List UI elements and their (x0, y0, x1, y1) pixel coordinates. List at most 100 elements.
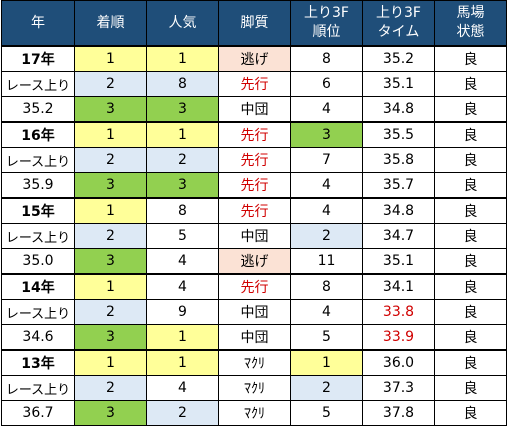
time-cell: 37.8 (362, 400, 435, 426)
finish-cell: 2 (74, 71, 147, 97)
style-cell: 先行 (218, 147, 291, 173)
header-running-style: 脚質 (218, 0, 291, 47)
rank-cell: 4 (290, 172, 363, 199)
table-row: 36.7 3 2 ﾏｸﾘ 5 37.8 良 (1, 400, 507, 426)
finish-cell: 1 (74, 349, 147, 376)
time-cell: 33.9 (362, 324, 435, 351)
rank-cell: 8 (290, 273, 363, 300)
table-row: レース上り 2 9 中団 4 33.8 良 (1, 299, 507, 325)
race-time-label: レース上り (1, 299, 75, 325)
popularity-cell: 4 (146, 273, 219, 300)
table-row: 16年 1 1 先行 3 35.5 良 (1, 121, 507, 148)
popularity-cell: 5 (146, 223, 219, 249)
track-cell: 良 (434, 273, 507, 300)
popularity-cell: 2 (146, 400, 219, 426)
finish-cell: 3 (74, 172, 147, 199)
year-cell: 17年 (1, 45, 75, 72)
track-cell: 良 (434, 248, 507, 275)
finish-cell: 1 (74, 197, 147, 224)
table-row: 35.0 3 4 逃げ 11 35.1 良 (1, 248, 507, 275)
track-cell: 良 (434, 223, 507, 249)
time-cell: 33.8 (362, 299, 435, 325)
style-cell: ﾏｸﾘ (218, 400, 291, 426)
style-cell: 中団 (218, 96, 291, 123)
race-time-label: レース上り (1, 223, 75, 249)
header-last3f-time: 上り3F タイム (362, 0, 435, 47)
track-cell: 良 (434, 45, 507, 72)
rank-cell: 4 (290, 299, 363, 325)
table-row: 35.2 3 3 中団 4 34.8 良 (1, 96, 507, 123)
table-row: 15年 1 8 先行 4 34.8 良 (1, 197, 507, 224)
rank-cell: 7 (290, 147, 363, 173)
finish-cell: 3 (74, 324, 147, 351)
rank-cell: 5 (290, 400, 363, 426)
finish-cell: 1 (74, 45, 147, 72)
style-cell: 中団 (218, 223, 291, 249)
time-cell: 34.1 (362, 273, 435, 300)
header-row: 年 着順 人気 脚質 上り3F 順位 上り3F タイム 馬場 状態 (1, 0, 507, 47)
popularity-cell: 1 (146, 349, 219, 376)
track-cell: 良 (434, 147, 507, 173)
race-time-value: 36.7 (1, 400, 75, 426)
popularity-cell: 1 (146, 45, 219, 72)
popularity-cell: 4 (146, 375, 219, 401)
year-cell: 13年 (1, 349, 75, 376)
style-cell: ﾏｸﾘ (218, 375, 291, 401)
time-cell: 35.7 (362, 172, 435, 199)
rank-cell: 1 (290, 349, 363, 376)
rank-cell: 11 (290, 248, 363, 275)
track-cell: 良 (434, 400, 507, 426)
track-cell: 良 (434, 96, 507, 123)
table-row: 13年 1 1 ﾏｸﾘ 1 36.0 良 (1, 349, 507, 376)
style-cell: ﾏｸﾘ (218, 349, 291, 376)
track-cell: 良 (434, 299, 507, 325)
track-cell: 良 (434, 375, 507, 401)
table-row: 17年 1 1 逃げ 8 35.2 良 (1, 45, 507, 72)
race-time-value: 35.9 (1, 172, 75, 199)
finish-cell: 1 (74, 273, 147, 300)
style-cell: 中団 (218, 324, 291, 351)
popularity-cell: 1 (146, 121, 219, 148)
year-cell: 15年 (1, 197, 75, 224)
style-cell: 先行 (218, 273, 291, 300)
table-row: 35.9 3 3 先行 4 35.7 良 (1, 172, 507, 199)
style-cell: 逃げ (218, 248, 291, 275)
popularity-cell: 3 (146, 172, 219, 199)
finish-cell: 2 (74, 375, 147, 401)
popularity-cell: 4 (146, 248, 219, 275)
header-popularity: 人気 (146, 0, 219, 47)
rank-cell: 6 (290, 71, 363, 97)
table-row: レース上り 2 4 ﾏｸﾘ 2 37.3 良 (1, 375, 507, 401)
rank-cell: 4 (290, 96, 363, 123)
header-last3f-rank: 上り3F 順位 (290, 0, 363, 47)
track-cell: 良 (434, 71, 507, 97)
time-cell: 34.7 (362, 223, 435, 249)
rank-cell: 4 (290, 197, 363, 224)
track-cell: 良 (434, 324, 507, 351)
popularity-cell: 2 (146, 147, 219, 173)
rank-cell: 8 (290, 45, 363, 72)
time-cell: 34.8 (362, 197, 435, 224)
style-cell: 先行 (218, 121, 291, 148)
finish-cell: 1 (74, 121, 147, 148)
header-track-condition: 馬場 状態 (434, 0, 507, 47)
race-time-label: レース上り (1, 375, 75, 401)
style-cell: 先行 (218, 71, 291, 97)
table-row: 34.6 3 1 中団 5 33.9 良 (1, 324, 507, 351)
race-time-label: レース上り (1, 71, 75, 97)
rank-cell: 2 (290, 375, 363, 401)
table-row: 14年 1 4 先行 8 34.1 良 (1, 273, 507, 300)
time-cell: 35.2 (362, 45, 435, 72)
year-cell: 16年 (1, 121, 75, 148)
finish-cell: 3 (74, 248, 147, 275)
popularity-cell: 9 (146, 299, 219, 325)
time-cell: 34.8 (362, 96, 435, 123)
finish-cell: 2 (74, 299, 147, 325)
rank-cell: 3 (290, 121, 363, 148)
rank-cell: 5 (290, 324, 363, 351)
race-time-value: 35.2 (1, 96, 75, 123)
style-cell: 先行 (218, 197, 291, 224)
track-cell: 良 (434, 197, 507, 224)
race-time-label: レース上り (1, 147, 75, 173)
